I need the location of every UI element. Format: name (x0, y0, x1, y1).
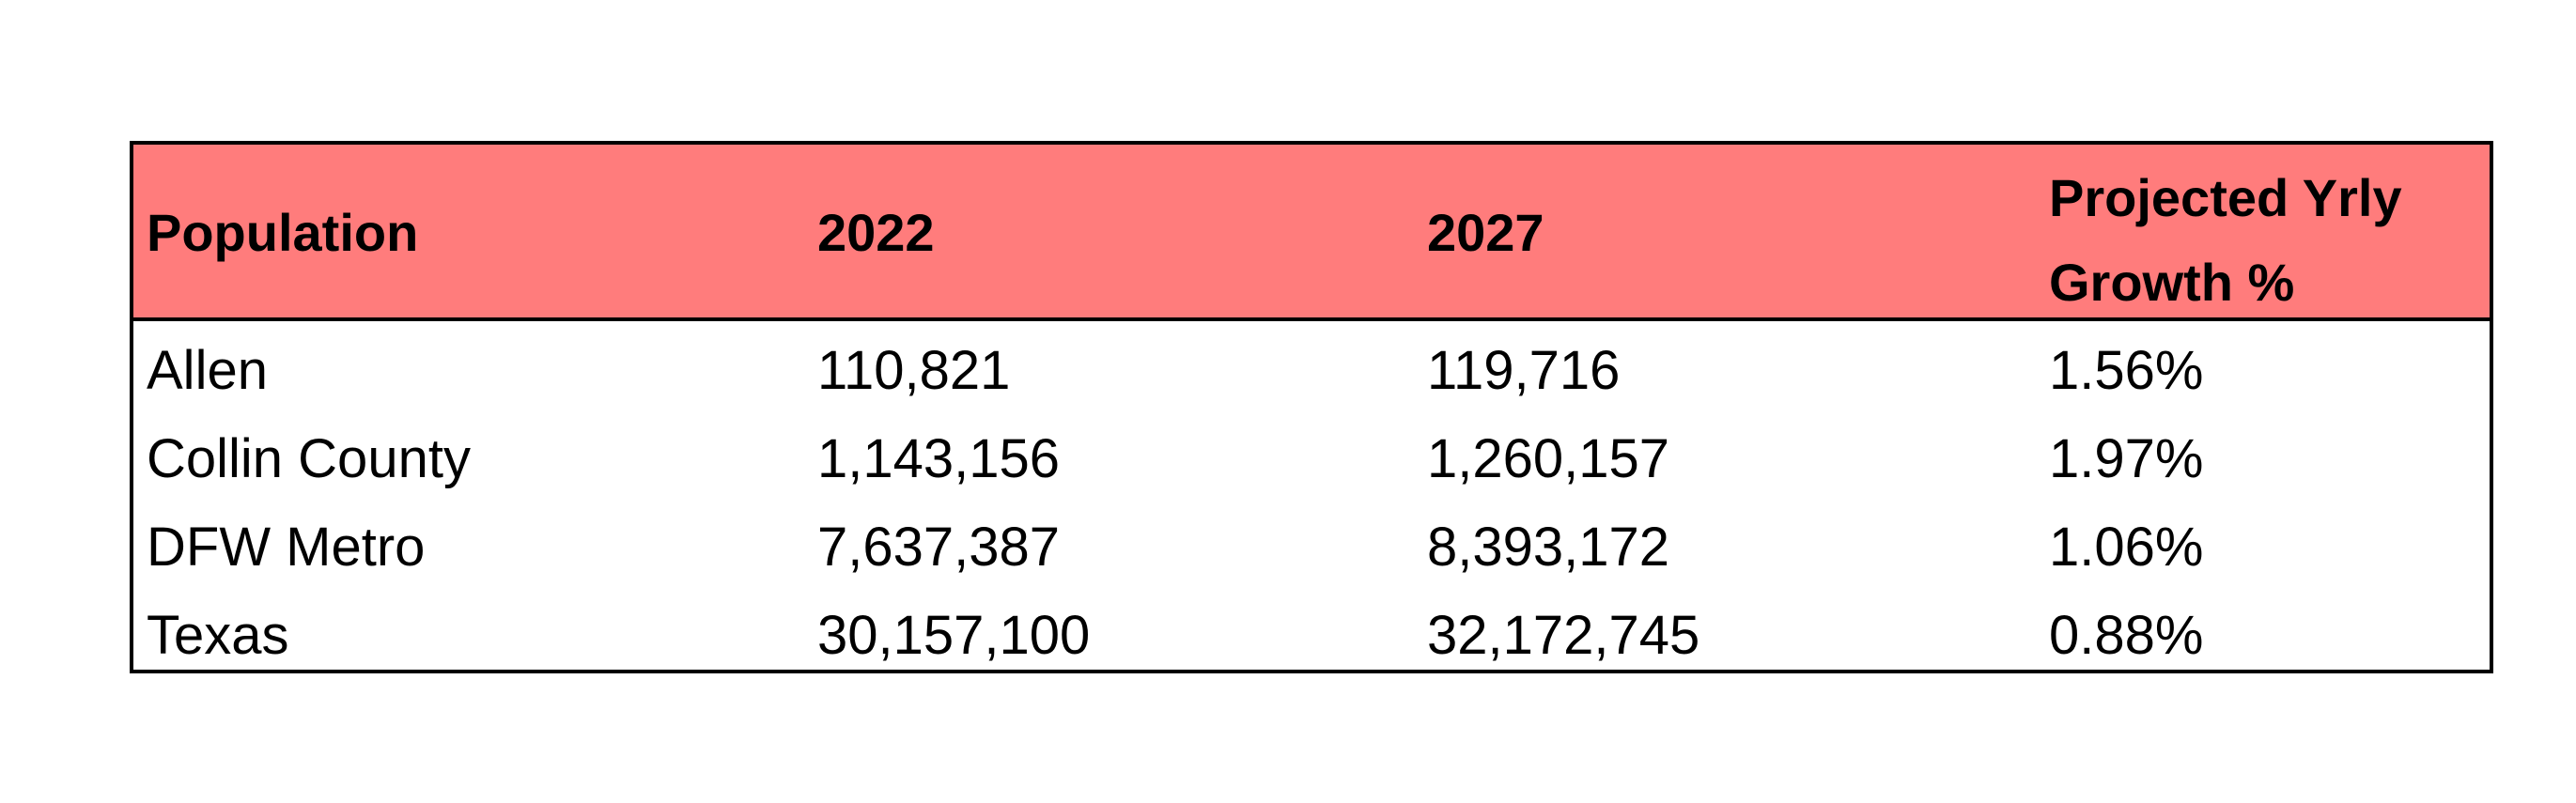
header-cell-growth: Projected Yrly Growth % (2049, 168, 2402, 312)
table-cell: 8,393,172 (1427, 517, 1670, 578)
table-header-row: Population 2022 2027 Projected Yrly Grow… (133, 145, 2490, 321)
table-cell: 1.06% (2049, 517, 2204, 578)
table-cell: 32,172,745 (1427, 605, 1700, 666)
population-table: Population 2022 2027 Projected Yrly Grow… (130, 141, 2493, 673)
row-label-dfw-metro: DFW Metro (147, 517, 426, 578)
row-label-texas: Texas (147, 605, 289, 666)
row-label-collin-county: Collin County (147, 428, 471, 489)
table-cell: 30,157,100 (817, 605, 1091, 666)
header-cell-2022: 2022 (817, 203, 935, 262)
table-cell: 0.88% (2049, 605, 2204, 666)
table-cell: 1,143,156 (817, 428, 1061, 489)
table-cell: 7,637,387 (817, 517, 1061, 578)
table-cell: 119,716 (1427, 340, 1621, 401)
table-cell: 1,260,157 (1427, 428, 1670, 489)
row-label-allen: Allen (147, 340, 268, 401)
header-cell-population: Population (147, 203, 419, 262)
table-cell: 1.97% (2049, 428, 2204, 489)
table-cell: 110,821 (817, 340, 1011, 401)
table-cell: 1.56% (2049, 340, 2204, 401)
header-cell-2027: 2027 (1427, 203, 1544, 262)
